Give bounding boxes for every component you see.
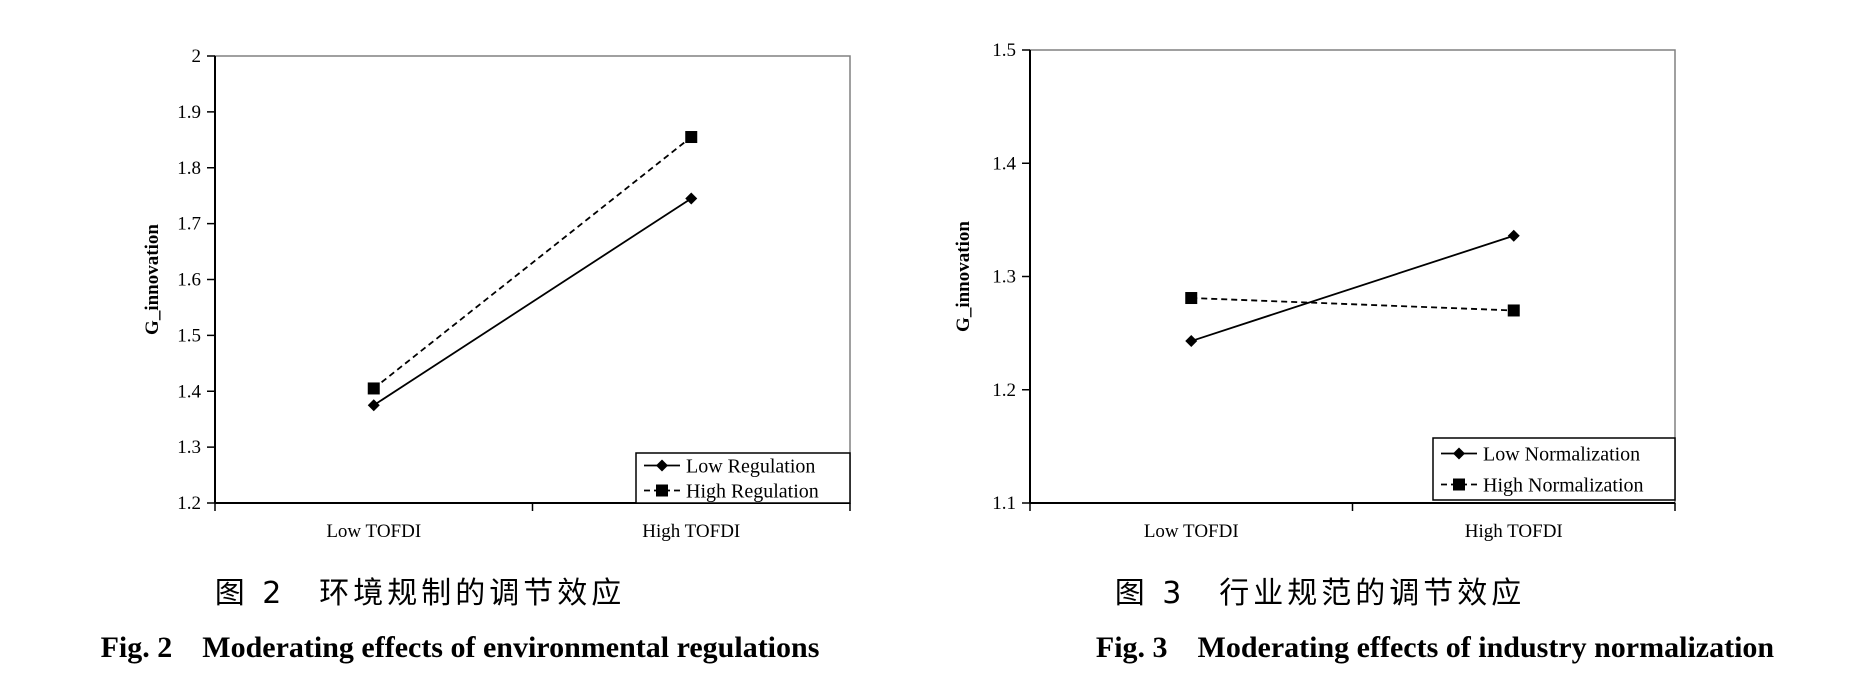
figure-2-caption-en: Fig. 2 Moderating effects of environment… (100, 631, 820, 664)
plot-area-frame (214, 55, 851, 504)
legend-marker-1 (1453, 447, 1465, 460)
series-line-1 (1190, 234, 1515, 342)
y-tick-label: 1.5 (177, 325, 201, 346)
x-tick-label: High TOFDI (642, 521, 740, 542)
figure-2: 1.2 1.3 1.4 1.5 1.6 1.7 1.8 1.9 2 Low TOFDI High T… (0, 0, 900, 677)
legend-box (635, 452, 851, 504)
legend-marker-2 (1453, 478, 1465, 491)
series-1-point (367, 399, 380, 412)
series-2-point (1507, 304, 1520, 317)
legend-label-2: High Normalization (1483, 475, 1644, 497)
series-2-point (685, 131, 698, 144)
series-line-2 (373, 136, 692, 390)
x-tick-label: Low TOFDI (1144, 521, 1239, 542)
legend-label-1: Low Normalization (1483, 444, 1640, 466)
figure-3-caption-en: Fig. 3 Moderating effects of industry no… (1095, 631, 1775, 664)
y-tick-label: 1.2 (992, 380, 1016, 401)
y-axis-label: G_innovation (142, 224, 163, 335)
y-tick-label: 1.3 (992, 267, 1016, 288)
series-2-point (1185, 292, 1198, 305)
legend-marker-1 (656, 459, 668, 472)
series-2-point (367, 382, 380, 395)
legend-label-1: Low Regulation (686, 456, 815, 478)
series-1-point (1185, 335, 1198, 348)
legend-box (1432, 437, 1676, 501)
figure-3: 1.1 1.2 1.3 1.4 1.5 Low TOFDI High TOFDI G_inno… (920, 0, 1857, 677)
series-line-2 (1191, 297, 1514, 312)
x-tick-label: High TOFDI (1465, 521, 1563, 542)
y-tick-label: 1.5 (992, 40, 1016, 61)
y-tick-label: 1.7 (177, 214, 201, 235)
y-tick-label: 1.2 (177, 493, 201, 514)
y-tick-label: 1.4 (992, 153, 1016, 174)
y-tick-label: 1.4 (177, 381, 201, 402)
chart-2-svg: 1.1 1.2 1.3 1.4 1.5 Low TOFDI High TOFDI G_inno… (953, 40, 1676, 542)
y-tick-label: 1.3 (177, 437, 201, 458)
legend-label-2: High Regulation (686, 481, 819, 503)
series-1-point (685, 192, 698, 205)
plot-area-frame (1029, 49, 1676, 504)
chart-1-svg: 1.2 1.3 1.4 1.5 1.6 1.7 1.8 1.9 2 Low TOFDI High T… (142, 46, 851, 542)
legend-marker-2 (656, 484, 668, 497)
y-tick-label: 1.9 (177, 102, 201, 123)
series-line-1 (373, 197, 692, 406)
x-tick-label: Low TOFDI (326, 521, 421, 542)
y-tick-label: 1.8 (177, 158, 201, 179)
figure-3-caption-cn: 图 3 行业规范的调节效应 (1114, 576, 1526, 611)
figure-2-caption-cn: 图 2 环境规制的调节效应 (214, 576, 626, 611)
y-axis-label: G_innovation (953, 221, 974, 332)
series-1-point (1507, 229, 1520, 242)
y-tick-label: 1.1 (992, 493, 1016, 514)
y-tick-label: 2 (192, 46, 202, 67)
y-tick-label: 1.6 (177, 270, 201, 291)
